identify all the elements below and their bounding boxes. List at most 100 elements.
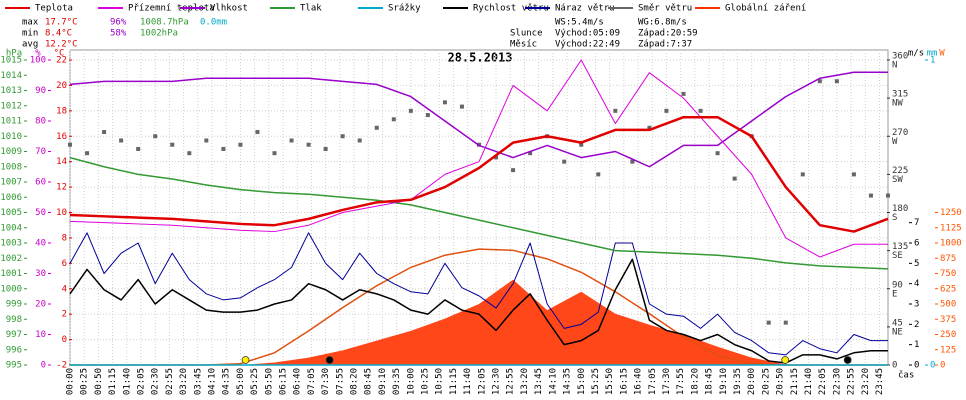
tick-label: 10 xyxy=(56,208,67,218)
info-text: Východ:22:49 xyxy=(555,40,620,50)
x-tick-label: 20:50 xyxy=(776,368,786,395)
direction-point xyxy=(170,142,175,147)
chart-title: 28.5.2013 xyxy=(447,51,512,65)
x-tick-label: 21:15 xyxy=(790,368,800,395)
legend-label: Náraz větru xyxy=(555,4,615,14)
tick-label: 875 xyxy=(940,254,956,264)
stat-value: 8.4°C xyxy=(45,29,72,39)
tick-label: SW xyxy=(892,175,903,185)
tick-label: 10 xyxy=(35,330,46,340)
direction-point xyxy=(408,108,413,113)
info-text: Slunce xyxy=(510,29,543,39)
tick-label: 3 xyxy=(914,300,919,310)
direction-point xyxy=(766,320,771,325)
tick-label: 22 xyxy=(56,56,67,66)
x-tick-label: 20:25 xyxy=(761,368,771,395)
direction-point xyxy=(664,108,669,113)
tick-label: 1 xyxy=(914,340,919,350)
tick-label: 1000 xyxy=(940,239,962,249)
direction-point xyxy=(442,100,447,105)
x-tick-label: 00:50 xyxy=(94,368,104,395)
direction-point xyxy=(119,138,124,143)
x-tick-label: 17:55 xyxy=(676,368,686,395)
x-tick-label: 03:45 xyxy=(193,368,203,395)
x-tick-label: 23:20 xyxy=(861,368,871,395)
x-tick-label: 16:40 xyxy=(634,368,644,395)
axis-label: hPa xyxy=(6,49,22,59)
legend-label: Rychlost větru xyxy=(473,4,549,14)
tick-label: SE xyxy=(892,251,903,261)
radiation-area xyxy=(70,279,888,365)
x-tick-label: 22:30 xyxy=(832,368,842,395)
tick-label: 1013 xyxy=(0,86,22,96)
x-tick-label: 05:25 xyxy=(250,368,260,395)
series-line xyxy=(69,156,889,270)
direction-point xyxy=(391,117,396,122)
tick-label: 360 xyxy=(892,52,908,62)
sun-moon-marker xyxy=(843,356,852,364)
x-tick-label: 12:55 xyxy=(506,368,516,395)
x-tick-label: 00:25 xyxy=(80,368,90,395)
series-line xyxy=(69,59,888,258)
tick-label: 20 xyxy=(56,81,67,91)
tick-label: 1 xyxy=(930,56,935,66)
series-line xyxy=(69,115,889,233)
info-text: WG:6.8m/s xyxy=(638,18,687,28)
x-tick-label: 07:55 xyxy=(335,368,345,395)
direction-point xyxy=(886,193,890,198)
tick-label: 5 xyxy=(914,259,919,269)
x-tick-label: 19:10 xyxy=(719,368,729,395)
direction-point xyxy=(425,113,430,118)
x-tick-label: 02:55 xyxy=(165,368,175,395)
x-tick-label: 15:50 xyxy=(605,368,615,395)
direction-point xyxy=(136,146,141,151)
direction-point xyxy=(255,130,260,135)
stat-value: 58% xyxy=(110,29,127,39)
tick-label: 60 xyxy=(35,178,46,188)
tick-label: 100 xyxy=(30,56,46,66)
x-tick-label: 17:05 xyxy=(648,368,658,395)
tick-label: 2 xyxy=(62,310,67,320)
direction-point xyxy=(323,146,328,151)
tick-label: 996 xyxy=(6,345,22,355)
tick-label: 135 xyxy=(892,242,908,252)
tick-label: 18 xyxy=(56,106,67,116)
x-tick-label: 00:00 xyxy=(66,368,76,395)
tick-label: 0 xyxy=(892,361,897,371)
x-tick-label: 03:20 xyxy=(179,368,189,395)
x-tick-label: 12:30 xyxy=(492,368,502,395)
direction-point xyxy=(613,108,618,113)
direction-point xyxy=(289,138,294,143)
x-tick-label: 22:55 xyxy=(847,368,857,395)
tick-label: 1006 xyxy=(0,193,22,203)
axis-label: m/s xyxy=(908,49,924,59)
x-tick-label: 02:30 xyxy=(151,368,161,395)
direction-point xyxy=(340,134,345,139)
direction-point xyxy=(817,79,822,84)
x-tick-label: 10:25 xyxy=(421,368,431,395)
x-tick-label: 20:00 xyxy=(747,368,757,395)
tick-label: 1005 xyxy=(0,208,22,218)
info-text: WS:5.4m/s xyxy=(555,18,604,28)
axis-label: % xyxy=(35,49,41,59)
stat-label: max xyxy=(22,18,39,28)
sun-moon-marker xyxy=(325,356,334,364)
x-tick-label: 14:35 xyxy=(563,368,573,395)
x-tick-label: 23:45 xyxy=(875,368,885,395)
tick-label: 225 xyxy=(892,166,908,176)
tick-label: N xyxy=(892,61,897,71)
legend-label: Směr větru xyxy=(638,4,692,14)
tick-label: 995 xyxy=(6,361,22,371)
legend-label: Přízemní teplota xyxy=(128,4,215,14)
direction-point xyxy=(238,142,243,147)
legend-label: Globální záření xyxy=(725,4,806,14)
x-tick-label: 22:05 xyxy=(818,368,828,395)
direction-point xyxy=(698,108,703,113)
info-text: Západ:20:59 xyxy=(638,29,698,39)
direction-point xyxy=(630,159,635,164)
tick-label: 70 xyxy=(35,147,46,157)
stat-value: 1002hPa xyxy=(140,29,178,39)
x-tick-label: 15:00 xyxy=(577,368,587,395)
direction-point xyxy=(868,193,873,198)
tick-label: 90 xyxy=(892,280,903,290)
